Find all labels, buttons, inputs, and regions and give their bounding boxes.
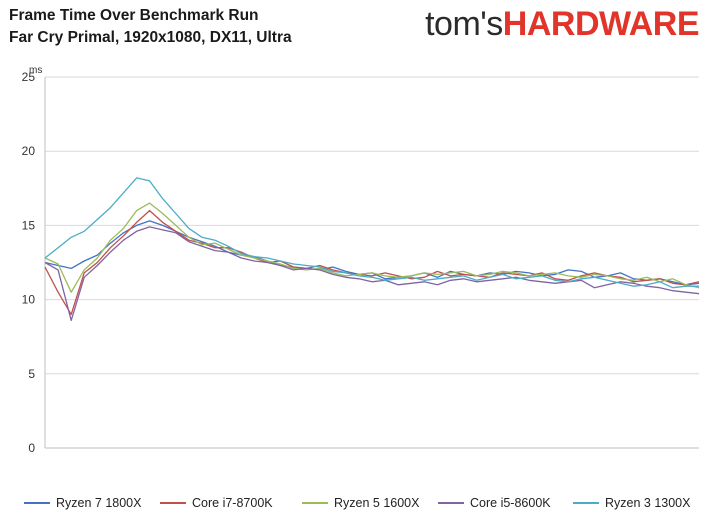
logo-part-2: HARDWARE (502, 5, 700, 43)
legend-item: Ryzen 7 1800X (24, 493, 141, 513)
legend-swatch (24, 502, 50, 504)
series-line-ryzen-5-1600x (44, 202, 700, 293)
legend-label: Core i7-8700K (192, 496, 273, 510)
y-tick-label: 0 (28, 441, 35, 455)
legend-swatch (573, 502, 599, 504)
legend-item: Core i7-8700K (160, 493, 273, 513)
chart-subtitle: Far Cry Primal, 1920x1080, DX11, Ultra (9, 29, 292, 46)
chart-title: Frame Time Over Benchmark Run (9, 7, 259, 24)
legend-label: Ryzen 7 1800X (56, 496, 142, 510)
legend-swatch (438, 502, 464, 504)
y-tick-label: 20 (22, 144, 36, 158)
y-tick-label: 25 (22, 70, 36, 84)
legend-swatch (302, 502, 328, 504)
series-line-core-i5-8600k (44, 226, 700, 322)
legend-label: Ryzen 3 1300X (605, 496, 691, 510)
legend-item: Ryzen 3 1300X (573, 493, 690, 513)
logo-part-1: tom's (425, 5, 503, 43)
y-axis-unit: ms (29, 65, 42, 76)
series-line-core-i7-8700k (44, 209, 700, 316)
series-line-ryzen-3-1300x (44, 177, 699, 289)
legend-item: Ryzen 5 1600X (302, 493, 419, 513)
legend-item: Core i5-8600K (438, 493, 551, 513)
y-tick-label: 15 (22, 218, 36, 232)
legend-label: Ryzen 5 1600X (334, 496, 420, 510)
legend-label: Core i5-8600K (470, 496, 551, 510)
y-tick-label: 5 (28, 367, 35, 381)
y-tick-label: 10 (22, 293, 36, 307)
chart-legend: Ryzen 7 1800X Core i7-8700K Ryzen 5 1600X C… (0, 493, 709, 513)
legend-swatch (160, 502, 186, 504)
brand-logo: tom'sHARDWARE (425, 4, 699, 44)
